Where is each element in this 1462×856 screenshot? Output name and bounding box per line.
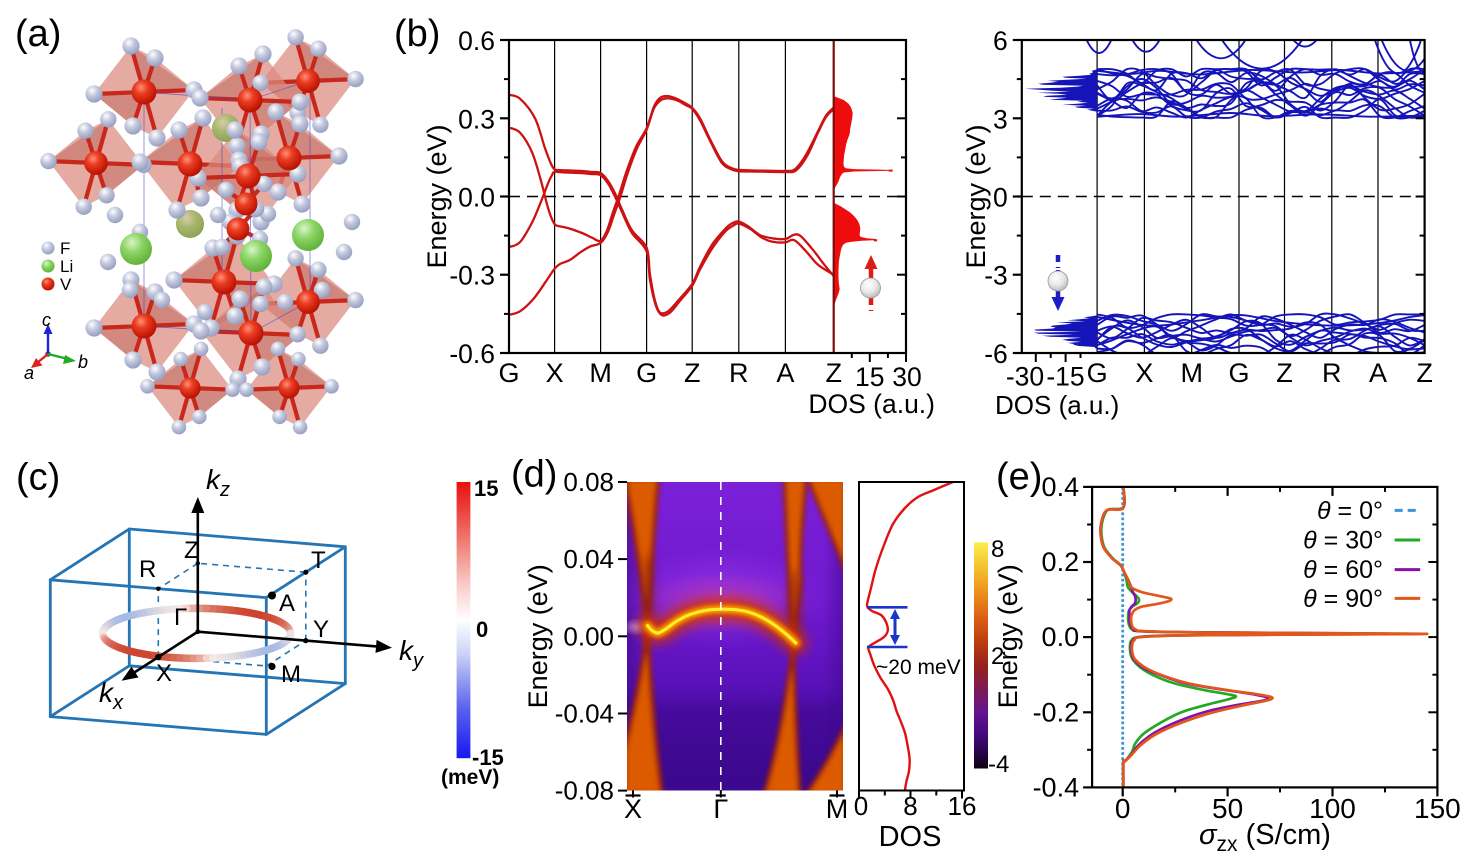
svg-text:V: V	[60, 275, 72, 294]
svg-text:(d): (d)	[511, 454, 557, 496]
svg-text:Z: Z	[684, 358, 701, 388]
svg-text:Z: Z	[184, 537, 199, 564]
svg-text:R: R	[1322, 358, 1342, 388]
svg-text:-6: -6	[984, 339, 1008, 369]
svg-text:-0.4: -0.4	[1033, 772, 1080, 802]
svg-text:-0.08: -0.08	[555, 776, 614, 806]
svg-text:Energy (eV): Energy (eV)	[961, 124, 991, 268]
svg-text:A: A	[776, 358, 794, 388]
svg-text:Z: Z	[1276, 358, 1293, 388]
svg-text:θ = 0°: θ = 0°	[1317, 497, 1383, 525]
svg-text:R: R	[139, 556, 156, 583]
svg-text:~20 meV: ~20 meV	[876, 656, 961, 679]
svg-text:a: a	[24, 363, 34, 383]
svg-text:c: c	[42, 310, 51, 330]
svg-text:8: 8	[903, 791, 917, 821]
svg-text:0: 0	[476, 617, 488, 642]
svg-text:G: G	[498, 358, 519, 388]
svg-text:A: A	[1369, 358, 1387, 388]
svg-text:-15: -15	[1046, 362, 1084, 392]
svg-text:0.08: 0.08	[563, 467, 614, 497]
svg-text:150: 150	[1414, 793, 1461, 824]
svg-text:-0.6: -0.6	[449, 339, 495, 369]
svg-text:6: 6	[993, 26, 1008, 56]
svg-text:0.0: 0.0	[1042, 622, 1080, 652]
svg-text:30: 30	[892, 362, 921, 392]
svg-text:T: T	[311, 547, 326, 574]
svg-text:θ = 90°: θ = 90°	[1303, 585, 1383, 613]
svg-text:DOS: DOS	[879, 821, 942, 851]
svg-text:A: A	[279, 590, 295, 617]
svg-text:15: 15	[474, 476, 498, 501]
svg-text:Z: Z	[1416, 358, 1433, 388]
svg-text:Γ: Γ	[174, 604, 187, 631]
svg-text:b: b	[78, 352, 88, 372]
svg-text:X: X	[624, 794, 642, 824]
svg-text:15: 15	[855, 362, 884, 392]
svg-text:M: M	[826, 794, 849, 824]
svg-text:-0.2: -0.2	[1033, 697, 1080, 727]
svg-text:M: M	[589, 358, 612, 388]
svg-text:F: F	[60, 239, 70, 258]
svg-text:0.2: 0.2	[1042, 547, 1080, 577]
svg-text:θ = 60°: θ = 60°	[1303, 556, 1383, 584]
svg-text:G: G	[1087, 358, 1108, 388]
svg-text:θ = 30°: θ = 30°	[1303, 527, 1383, 555]
svg-text:0: 0	[1115, 793, 1131, 824]
svg-text:Energy (eV): Energy (eV)	[422, 124, 452, 268]
svg-text:Z: Z	[825, 358, 842, 388]
svg-text:0.00: 0.00	[563, 621, 614, 651]
svg-text:X: X	[156, 660, 172, 687]
svg-text:(meV): (meV)	[441, 766, 499, 789]
svg-text:-4: -4	[988, 751, 1009, 778]
svg-text:X: X	[1135, 358, 1153, 388]
svg-text:X: X	[546, 358, 564, 388]
svg-text:kx: kx	[99, 677, 124, 714]
svg-text:(a): (a)	[15, 13, 61, 55]
svg-text:(b): (b)	[394, 13, 440, 55]
svg-text:-0.3: -0.3	[449, 261, 495, 291]
svg-text:G: G	[636, 358, 657, 388]
svg-text:DOS (a.u.): DOS (a.u.)	[995, 390, 1119, 420]
svg-text:Y: Y	[313, 616, 329, 643]
svg-text:R: R	[729, 358, 749, 388]
svg-text:(c): (c)	[16, 457, 60, 499]
svg-text:Li: Li	[60, 257, 73, 276]
svg-text:0.04: 0.04	[563, 544, 614, 574]
svg-text:G: G	[1228, 358, 1249, 388]
svg-text:Energy (eV): Energy (eV)	[523, 564, 553, 708]
svg-text:kz: kz	[206, 464, 230, 501]
svg-text:Γ: Γ	[713, 794, 728, 824]
svg-text:-0.04: -0.04	[555, 699, 614, 729]
svg-text:0.6: 0.6	[458, 26, 495, 56]
svg-text:0: 0	[854, 791, 868, 821]
svg-text:(e): (e)	[996, 456, 1042, 498]
svg-text:M: M	[281, 661, 301, 688]
svg-text:8: 8	[991, 536, 1004, 563]
svg-text:M: M	[1180, 358, 1203, 388]
svg-text:0.3: 0.3	[458, 104, 495, 134]
svg-text:ky: ky	[399, 635, 424, 672]
svg-text:0.0: 0.0	[458, 183, 495, 213]
svg-text:-30: -30	[1006, 362, 1044, 392]
svg-text:Energy (eV): Energy (eV)	[993, 564, 1023, 708]
svg-text:DOS (a.u.): DOS (a.u.)	[808, 389, 935, 419]
svg-text:0.4: 0.4	[1042, 472, 1080, 502]
svg-text:3: 3	[993, 104, 1008, 134]
svg-text:16: 16	[948, 791, 977, 821]
svg-text:0: 0	[993, 183, 1008, 213]
